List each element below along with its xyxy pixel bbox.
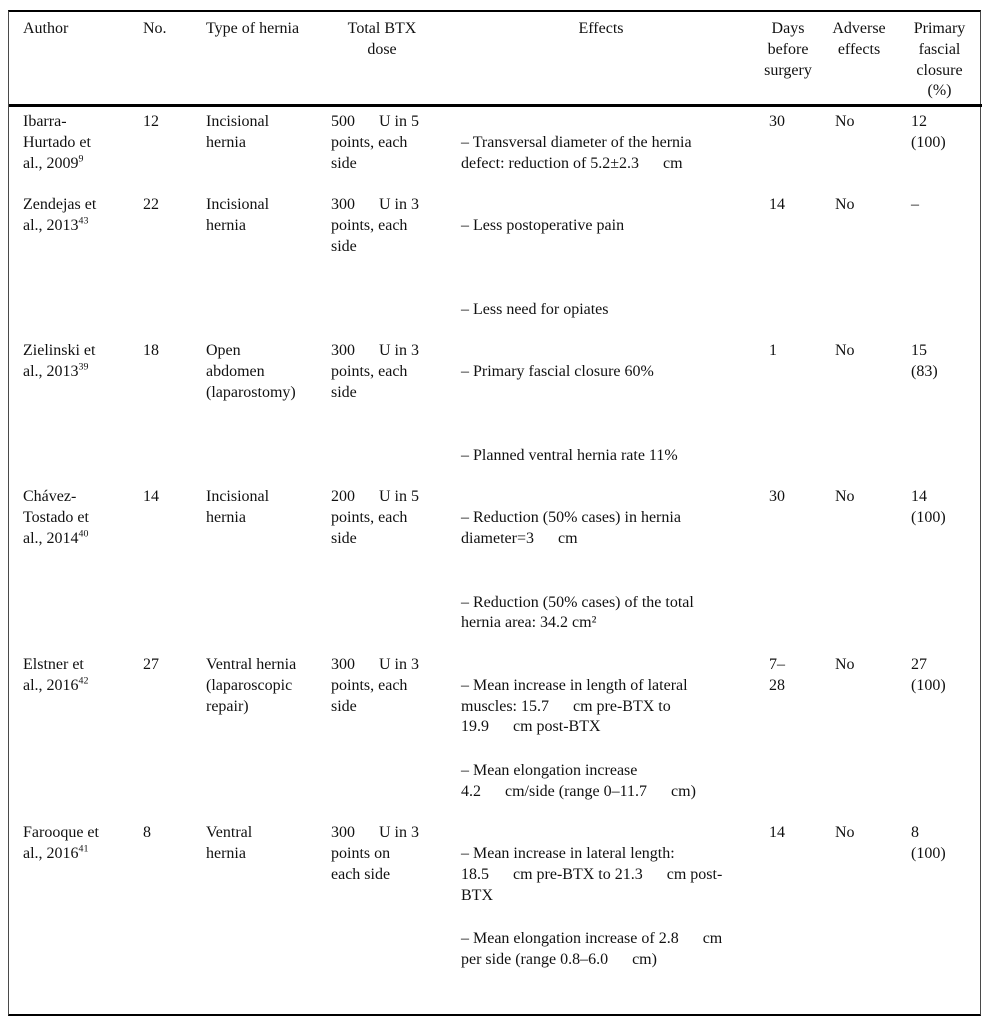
cell-closure: – (911, 196, 919, 214)
cell-days: 30 (769, 113, 785, 131)
effect-item: – Mean increase in lateral length: 18.5 … (461, 845, 723, 904)
cell-dose: 300 U in 3 points, each side (331, 655, 419, 715)
cell-author: Elstner et al., 201642 (9, 655, 129, 823)
cell-dose: 300 U in 3 points on each side (331, 824, 419, 883)
cell-adverse: No (835, 655, 855, 673)
cell-author: Zielinski et al., 201339 (9, 341, 129, 487)
author-text: Chávez- Tostado et al., 2014 (23, 488, 89, 547)
reference-superscript: 42 (78, 675, 89, 687)
cell-days: 1 (769, 342, 777, 360)
col-header-type: Type of hernia (192, 12, 317, 108)
cell-adverse: No (835, 196, 855, 214)
cell-dose: 300 U in 3 points, each side (331, 342, 419, 401)
author-text: Zielinski et al., 2013 (23, 342, 96, 381)
cell-no: 12 (143, 113, 159, 131)
reference-superscript: 41 (78, 843, 89, 855)
table-row: Chávez- Tostado et al., 201440 14 Incisi… (9, 487, 982, 655)
cell-effects: – Transversal diameter of the hernia def… (447, 106, 755, 196)
cell-author: Farooque et al., 201641 (9, 823, 129, 1013)
cell-effects: – Reduction (50% cases) in hernia diamet… (447, 487, 755, 655)
cell-effects: – Primary fascial closure 60% – Planned … (447, 341, 755, 487)
cell-closure: 27 (100) (911, 655, 946, 694)
col-header-adverse: Adverse effects (821, 12, 897, 108)
cell-no: 18 (143, 342, 159, 360)
cell-no: 14 (143, 488, 159, 506)
cell-no: 22 (143, 196, 159, 214)
author-text: Zendejas et al., 2013 (23, 196, 97, 235)
cell-dose: 200 U in 5 points, each side (331, 488, 419, 547)
cell-type: Ventral hernia (206, 824, 253, 863)
effect-item: – Mean elongation increase of 2.8 cm per… (461, 930, 723, 969)
col-header-no: No. (129, 12, 192, 108)
col-header-effects: Effects (447, 12, 755, 108)
cell-type: Open abdomen (laparostomy) (206, 342, 296, 401)
cell-no: 8 (143, 824, 151, 842)
cell-effects: – Mean increase in length of lateral mus… (447, 655, 755, 823)
table-row: Zielinski et al., 201339 18 Open abdomen… (9, 341, 982, 487)
cell-type: Incisional hernia (206, 488, 270, 527)
cell-closure: 14 (100) (911, 488, 946, 527)
table-row: Ibarra- Hurtado et al., 20099 12 Incisio… (9, 106, 982, 196)
btx-hernia-studies-table: Author No. Type of hernia Total BTX dose… (9, 12, 982, 1014)
effect-item: – Mean increase in length of lateral mus… (461, 676, 688, 736)
cell-dose: 300 U in 3 points, each side (331, 196, 419, 255)
cell-effects: – Mean increase in lateral length: 18.5 … (447, 823, 755, 1013)
table-row: Elstner et al., 201642 27 Ventral hernia… (9, 655, 982, 823)
effect-item: – Planned ventral hernia rate 11% (461, 446, 678, 464)
cell-type: Incisional hernia (206, 196, 270, 235)
cell-type: Ventral hernia (laparoscopic repair) (206, 655, 297, 715)
study-table-frame: Author No. Type of hernia Total BTX dose… (8, 10, 982, 1016)
effect-item: – Reduction (50% cases) of the total her… (461, 593, 694, 632)
col-header-closure: Primary fascial closure (%) (897, 12, 982, 108)
table-row: Zendejas et al., 201343 22 Incisional he… (9, 195, 982, 341)
col-header-author: Author (9, 12, 129, 108)
effect-item: – Primary fascial closure 60% (461, 363, 654, 381)
cell-days: 30 (769, 488, 785, 506)
cell-adverse: No (835, 342, 855, 360)
cell-days: 14 (769, 196, 785, 214)
col-header-days: Days before surgery (755, 12, 821, 108)
cell-no: 27 (143, 655, 159, 673)
col-header-dose: Total BTX dose (317, 12, 447, 108)
cell-closure: 12 (100) (911, 113, 946, 151)
table-header-row: Author No. Type of hernia Total BTX dose… (9, 12, 982, 108)
author-text: Elstner et al., 2016 (23, 655, 84, 694)
reference-superscript: 39 (78, 361, 89, 373)
cell-days: 7– 28 (769, 655, 785, 694)
author-text: Ibarra- Hurtado et al., 2009 (23, 113, 91, 172)
table-row: Farooque et al., 201641 8 Ventral hernia… (9, 823, 982, 1013)
cell-type: Incisional hernia (206, 113, 270, 151)
reference-superscript: 9 (78, 153, 84, 165)
effect-item: – Transversal diameter of the hernia def… (461, 133, 692, 172)
effect-item: – Mean elongation increase 4.2 cm/side (… (461, 761, 696, 800)
reference-superscript: 43 (78, 215, 89, 227)
cell-author: Ibarra- Hurtado et al., 20099 (9, 106, 129, 196)
cell-closure: 15 (83) (911, 342, 938, 381)
effect-item: – Less need for opiates (461, 300, 609, 318)
cell-author: Chávez- Tostado et al., 201440 (9, 487, 129, 655)
reference-superscript: 40 (78, 528, 89, 540)
cell-dose: 500 U in 5 points, each side (331, 113, 419, 172)
cell-author: Zendejas et al., 201343 (9, 195, 129, 341)
cell-adverse: No (835, 824, 855, 842)
cell-closure: 8 (100) (911, 824, 946, 863)
cell-effects: – Less postoperative pain – Less need fo… (447, 195, 755, 341)
cell-days: 14 (769, 824, 785, 842)
effect-item: – Less postoperative pain (461, 217, 625, 235)
cell-adverse: No (835, 113, 855, 131)
effect-item: – Reduction (50% cases) in hernia diamet… (461, 509, 681, 547)
cell-adverse: No (835, 488, 855, 506)
